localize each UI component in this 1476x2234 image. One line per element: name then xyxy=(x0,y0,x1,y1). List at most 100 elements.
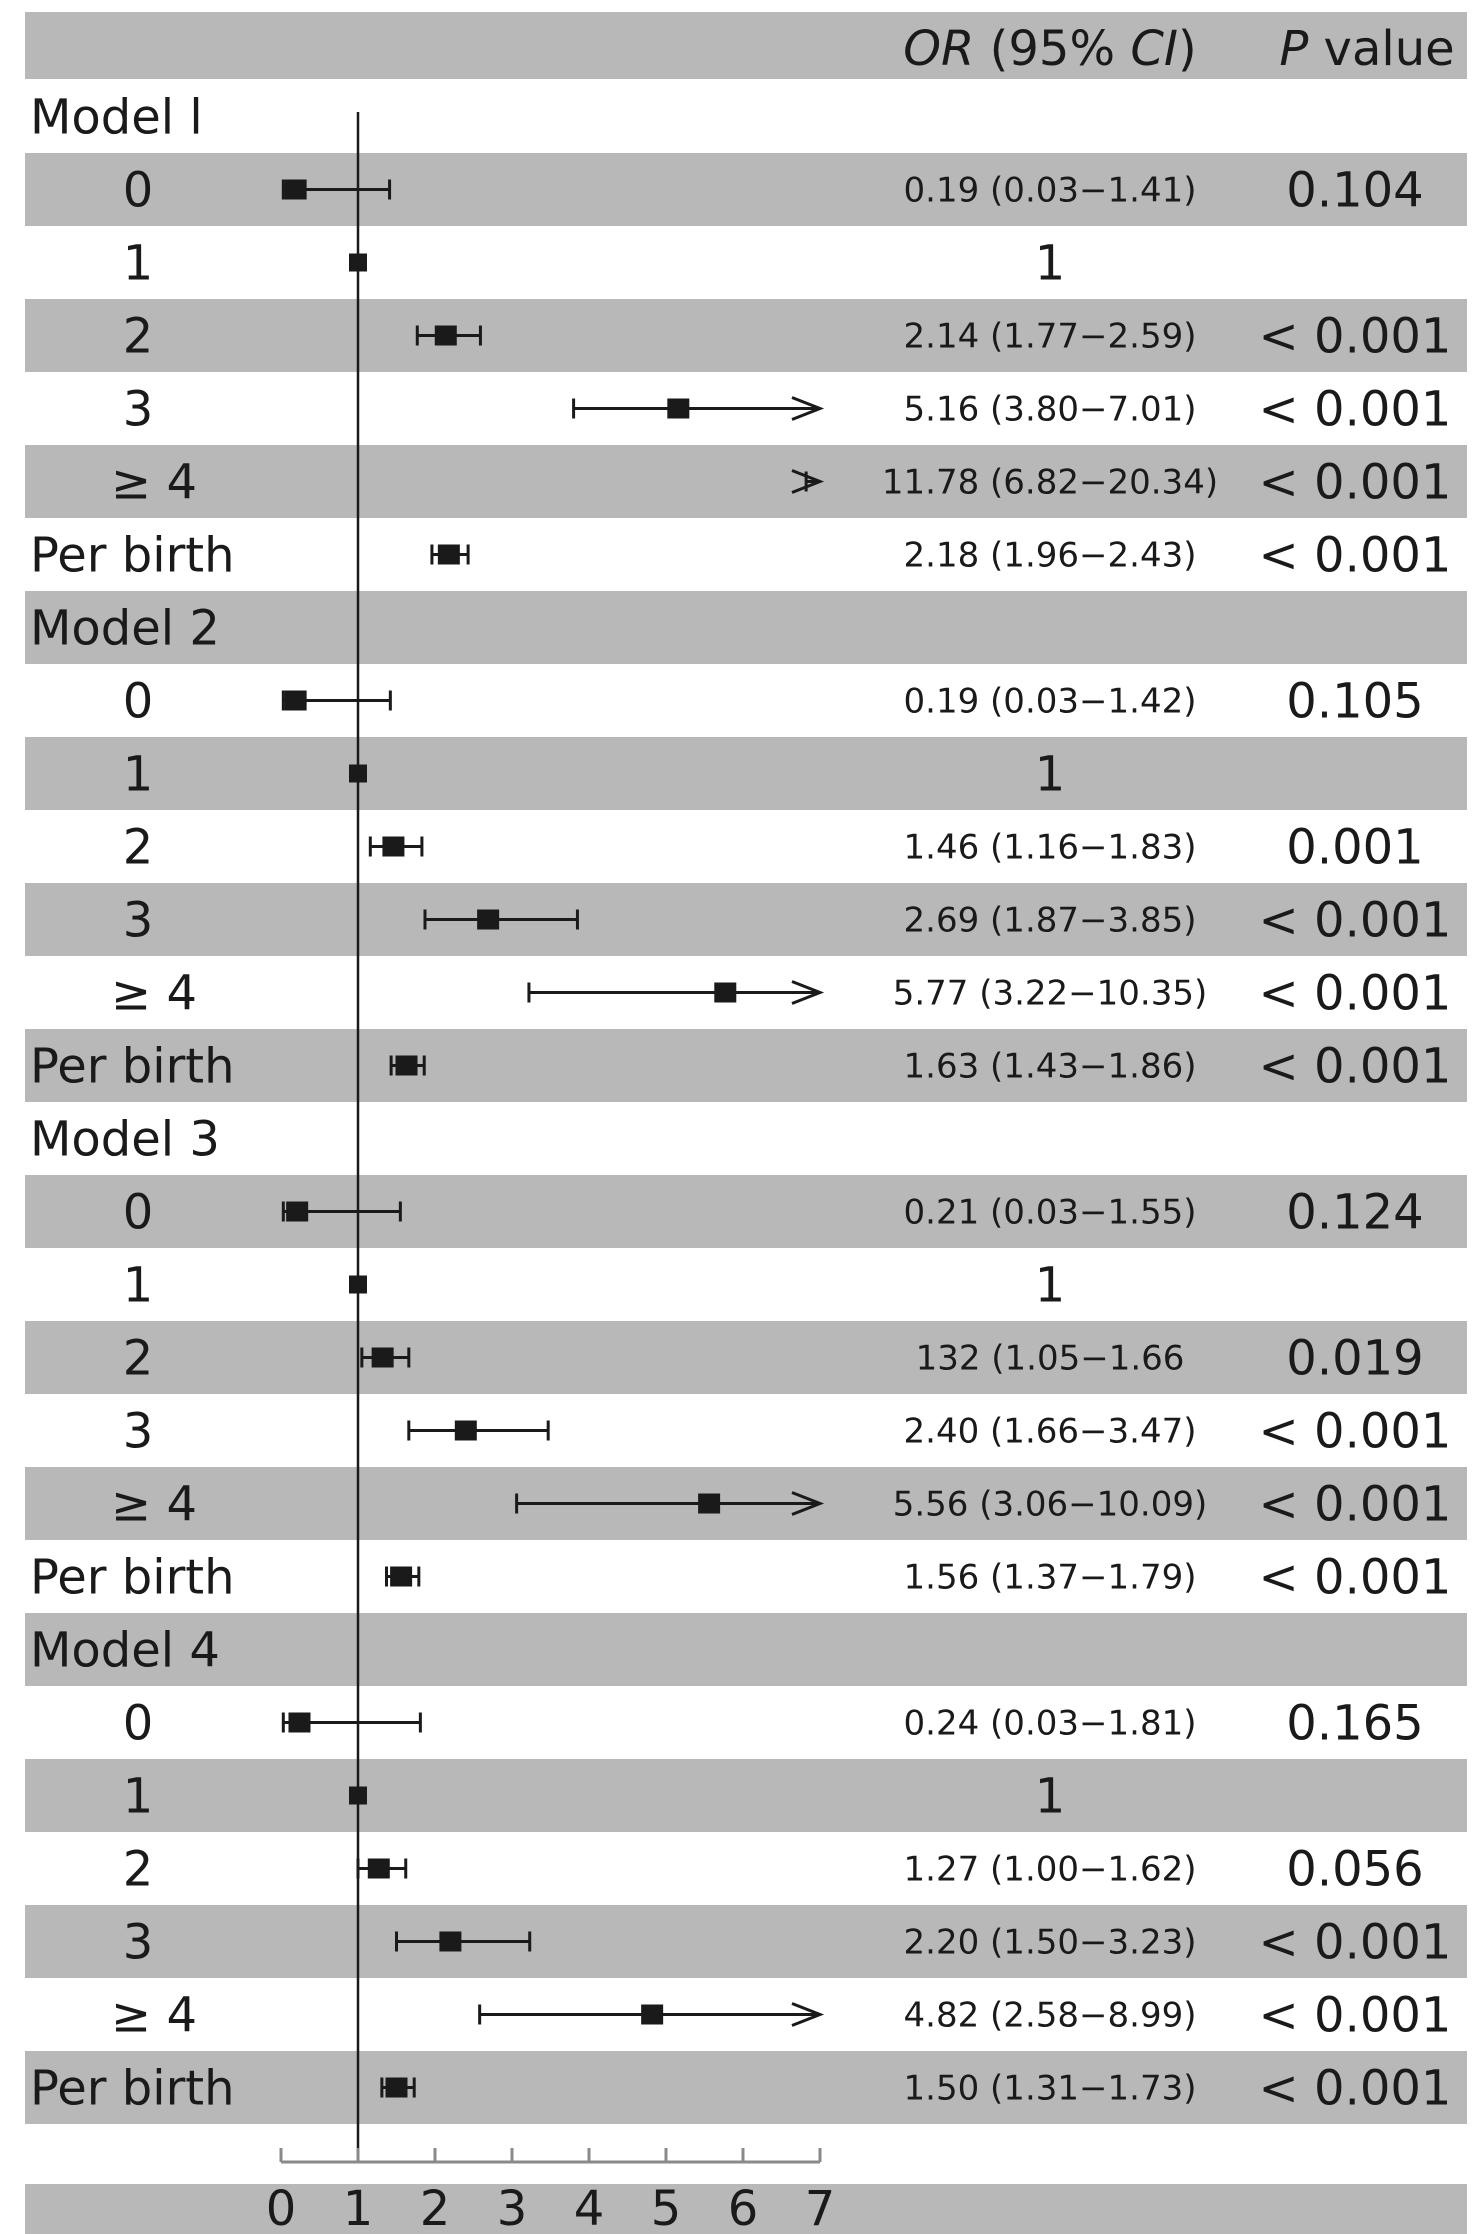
row-label: 1 xyxy=(123,236,154,292)
row-band xyxy=(25,1175,1467,1248)
x-tick-label: 6 xyxy=(728,2181,759,2234)
p-value-text: 0.165 xyxy=(1286,1696,1423,1752)
model-heading-row: Model 4 xyxy=(30,1623,220,1679)
or-ci-text: 1.46 (1.16−1.83) xyxy=(904,828,1197,868)
point-estimate-marker xyxy=(667,398,690,419)
x-tick-label: 4 xyxy=(574,2181,605,2234)
p-value-text: 0.105 xyxy=(1286,674,1423,730)
ci-arrow-head xyxy=(791,980,825,1005)
axis-label-band xyxy=(25,2184,1467,2234)
row-label: ≥ 4 xyxy=(111,966,197,1022)
row-band xyxy=(25,299,1467,372)
ci-arrow-head xyxy=(791,1491,825,1516)
row-label: 3 xyxy=(123,893,154,949)
point-estimate-marker xyxy=(641,2004,664,2025)
row-label: 1 xyxy=(123,1769,154,1825)
ci-arrow-head xyxy=(791,2002,825,2027)
p-value-text: < 0.001 xyxy=(1259,1550,1452,1606)
x-tick-label: 1 xyxy=(343,2181,374,2234)
model-label: Model 4 xyxy=(30,1623,220,1679)
row-label: 3 xyxy=(123,1915,154,1971)
model-label: Model 2 xyxy=(30,601,220,657)
p-value-text: < 0.001 xyxy=(1259,1404,1452,1460)
row-band xyxy=(25,153,1467,226)
row-label: ≥ 4 xyxy=(111,455,197,511)
or-ci-text: 2.14 (1.77−2.59) xyxy=(904,317,1197,357)
or-ci-text: 0.24 (0.03−1.81) xyxy=(904,1704,1197,1744)
estimate-row: 2 2.14 (1.77−2.59) < 0.001 xyxy=(123,309,1452,365)
estimate-row: ≥ 4 5.77 (3.22−10.35) < 0.001 xyxy=(111,966,1451,1022)
row-bands xyxy=(25,12,1467,2124)
point-estimate-marker xyxy=(371,1347,394,1368)
p-value-text: < 0.001 xyxy=(1259,1988,1452,2044)
or-ci-text: 4.82 (2.58−8.99) xyxy=(904,1996,1197,2036)
row-label: 2 xyxy=(123,309,154,365)
estimate-row: 0 0.19 (0.03−1.42) 0.105 xyxy=(123,674,1424,730)
p-value-text: 0.019 xyxy=(1286,1331,1423,1387)
row-label: 0 xyxy=(123,1185,154,1241)
header-band xyxy=(25,12,1467,79)
p-value-text: 0.124 xyxy=(1286,1185,1423,1241)
p-value-text: < 0.001 xyxy=(1259,382,1452,438)
p-value-text: < 0.001 xyxy=(1259,2061,1452,2117)
or-ci-text: 5.56 (3.06−10.09) xyxy=(893,1485,1208,1525)
p-value-text: < 0.001 xyxy=(1259,893,1452,949)
point-estimate-marker xyxy=(477,909,500,930)
row-band xyxy=(25,1613,1467,1686)
point-estimate-marker xyxy=(385,2077,408,2098)
row-band xyxy=(25,1759,1467,1832)
row-label: Per birth xyxy=(30,1039,235,1095)
or-ci-text: 2.40 (1.66−3.47) xyxy=(904,1412,1197,1452)
or-ci-text: 1 xyxy=(1035,747,1066,803)
p-value-text: < 0.001 xyxy=(1259,966,1452,1022)
estimate-row: 3 2.69 (1.87−3.85) < 0.001 xyxy=(123,893,1452,949)
or-ci-text: 11.78 (6.82−20.34) xyxy=(882,463,1218,503)
row-band xyxy=(25,591,1467,664)
or-ci-text: 5.77 (3.22−10.35) xyxy=(893,974,1208,1014)
x-tick-label: 2 xyxy=(420,2181,451,2234)
x-tick-label: 0 xyxy=(266,2181,297,2234)
point-estimate-marker xyxy=(437,544,460,565)
point-estimate-marker xyxy=(439,1931,462,1952)
p-value-text: < 0.001 xyxy=(1259,309,1452,365)
model-heading-row: Model 3 xyxy=(30,1112,220,1168)
p-value-text: < 0.001 xyxy=(1259,1039,1452,1095)
row-band xyxy=(25,1905,1467,1978)
estimate-row: 3 5.16 (3.80−7.01) < 0.001 xyxy=(123,382,1452,438)
point-estimate-marker xyxy=(288,1712,311,1733)
or-ci-text: 1.63 (1.43−1.86) xyxy=(904,1047,1197,1087)
estimate-row: Per birth 1.63 (1.43−1.86) < 0.001 xyxy=(30,1039,1451,1095)
estimate-row: Per birth 1.56 (1.37−1.79) < 0.001 xyxy=(30,1550,1451,1606)
or-ci-text: 2.69 (1.87−3.85) xyxy=(904,901,1197,941)
row-label: 2 xyxy=(123,1331,154,1387)
row-band xyxy=(25,737,1467,810)
row-label: 3 xyxy=(123,382,154,438)
point-estimate-marker xyxy=(395,1055,418,1076)
estimate-row: 3 2.40 (1.66−3.47) < 0.001 xyxy=(123,1404,1452,1460)
estimate-row: 3 2.20 (1.50−3.23) < 0.001 xyxy=(123,1915,1452,1971)
or-ci-text: 0.19 (0.03−1.42) xyxy=(904,682,1197,722)
row-label: 0 xyxy=(123,1696,154,1752)
estimate-row: 2 1.46 (1.16−1.83) 0.001 xyxy=(123,820,1424,876)
model-label: Model l xyxy=(30,90,203,146)
row-label: ≥ 4 xyxy=(111,1988,197,2044)
estimate-row: 0 0.24 (0.03−1.81) 0.165 xyxy=(123,1696,1424,1752)
p-value-text: < 0.001 xyxy=(1259,1477,1452,1533)
estimate-row: Per birth 1.50 (1.31−1.73) < 0.001 xyxy=(30,2061,1451,2117)
table-header: OR (95% CI) P value xyxy=(903,21,1454,77)
row-label: Per birth xyxy=(30,1550,235,1606)
x-tick-label: 7 xyxy=(805,2181,836,2234)
p-value-text: < 0.001 xyxy=(1259,528,1452,584)
or-ci-text: 1 xyxy=(1035,1769,1066,1825)
estimate-row: Per birth 2.18 (1.96−2.43) < 0.001 xyxy=(30,528,1451,584)
estimate-row: 2 1.27 (1.00−1.62) 0.056 xyxy=(123,1842,1424,1898)
row-label: Per birth xyxy=(30,2061,235,2117)
row-band xyxy=(25,883,1467,956)
p-value-text: < 0.001 xyxy=(1259,1915,1452,1971)
estimate-row: ≥ 4 5.56 (3.06−10.09) < 0.001 xyxy=(111,1477,1451,1533)
